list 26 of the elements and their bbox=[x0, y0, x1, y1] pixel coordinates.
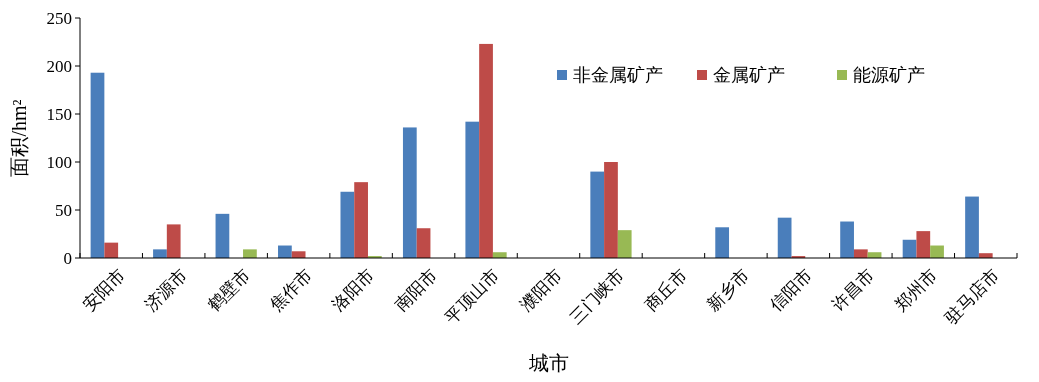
x-tick-label: 洛阳市 bbox=[328, 265, 379, 316]
y-tick-label: 100 bbox=[46, 152, 72, 172]
x-tick-label: 济源市 bbox=[141, 265, 191, 316]
y-tick-label: 0 bbox=[63, 248, 72, 268]
legend-label: 能源矿产 bbox=[853, 65, 925, 86]
x-tick-label: 郑州市 bbox=[891, 265, 941, 316]
legend-label: 金属矿产 bbox=[713, 65, 785, 86]
y-tick-label: 50 bbox=[55, 200, 72, 220]
x-tick-label: 驻马店市 bbox=[941, 265, 1004, 328]
y-axis-title: 面积/hm² bbox=[8, 99, 30, 177]
x-tick-label: 鹤壁市 bbox=[203, 265, 254, 316]
y-tick-label: 250 bbox=[46, 8, 72, 28]
x-tick-label: 新乡市 bbox=[703, 265, 754, 316]
x-tick-label: 许昌市 bbox=[828, 265, 879, 316]
y-tick-label: 200 bbox=[46, 56, 72, 76]
x-tick-label: 南阳市 bbox=[391, 265, 441, 316]
x-tick-label: 三门峡市 bbox=[566, 265, 629, 328]
x-tick-label: 安阳市 bbox=[78, 265, 129, 316]
x-tick-label: 平顶山市 bbox=[441, 265, 504, 328]
y-tick-label: 150 bbox=[46, 104, 72, 124]
x-tick-label: 商丘市 bbox=[641, 265, 691, 316]
legend-label: 非金属矿产 bbox=[573, 65, 663, 86]
x-axis-title: 城市 bbox=[527, 352, 569, 374]
x-tick-label: 信阳市 bbox=[766, 265, 816, 316]
x-tick-label: 焦作市 bbox=[266, 265, 316, 316]
x-tick-label: 濮阳市 bbox=[516, 265, 566, 316]
